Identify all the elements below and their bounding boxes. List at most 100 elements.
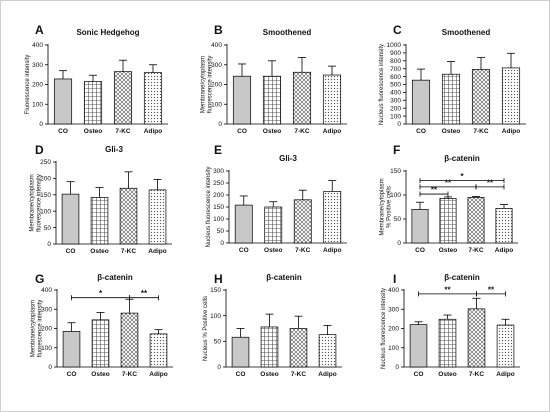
y-tick-label-a: 100 [32,101,43,108]
x-tick-label-d: Adipo [148,248,166,255]
y-tick-label-g: 200 [41,326,52,333]
bar-b-7kc [292,71,312,125]
y-axis-label-e: Nucleus fluorescence intensity [206,166,212,247]
y-tick-label-e: 0 [220,240,224,247]
y-axis-label-d: Membrane/cytoplasm [29,174,35,231]
x-tick-label-h: Osteo [260,371,278,378]
y-tick-label-g: 400 [41,287,52,294]
x-tick-label-a: 7-KC [115,128,130,135]
y-tick-label-c: 200 [390,105,401,112]
bar-a-7kc [113,71,133,125]
y-tick-label-c: 800 [390,58,401,65]
y-tick-label-b: 400 [211,42,222,49]
y-tick-label-e: 100 [213,216,224,223]
bar-i-7kc [467,308,486,368]
bar-f-co [411,209,429,244]
y-tick-label-i: 400 [388,287,399,294]
y-tick-label-b: 300 [211,62,222,69]
x-tick-label-c: 7-KC [473,128,488,135]
y-axis-label-c: Nucleus fluorescence intensity [379,44,385,125]
y-tick-label-i: 300 [388,306,399,313]
bar-i-adipo [496,324,515,368]
bar-g-co [62,331,81,368]
y-tick-label-d: 200 [40,176,51,183]
panel-title-b: Smoothened [263,28,312,37]
x-tick-label-d: Osteo [90,248,108,255]
bar-b-co [232,75,252,125]
x-tick-label-i: 7-KC [469,371,484,378]
y-tick-label-b: 200 [211,82,222,89]
bar-d-adipo [148,189,167,245]
y-tick-label-d: 100 [40,208,51,215]
panel-c: C Smoothened 01002003004005006007008009001… [379,23,526,135]
x-tick-label-h: CO [236,371,246,378]
bar-i-osteo [438,318,457,368]
x-tick-label-a: CO [58,128,68,135]
y-tick-label-c: 1000 [387,42,402,49]
bar-g-osteo [91,319,110,368]
x-tick-label-d: CO [66,248,76,255]
y-tick-label-e: 300 [213,168,224,175]
bar-d-co [61,193,80,245]
x-tick-label-b: Osteo [263,128,281,135]
panel-label-g: G [35,272,44,286]
bar-e-adipo [323,191,342,244]
significance-label-i: ** [488,285,495,294]
y-tick-label-e: 250 [213,180,224,187]
y-tick-label-i: 200 [388,326,399,333]
panel-title-h: β-catenin [266,273,302,282]
significance-label-f: ** [431,186,438,195]
y-tick-label-c: 0 [397,121,401,128]
y-tick-label-d: 0 [47,241,51,248]
significance-label-f: ** [445,178,452,187]
y-tick-label-e: 200 [213,192,224,199]
y-tick-label-a: 400 [32,42,43,49]
panel-a: A Sonic Hedgehog 0 100 200 300 400Fluorescence… [25,23,168,135]
x-tick-label-f: Osteo [439,247,457,254]
y-axis-label-b: Membrane/cytoplasm [200,56,206,113]
panel-title-e: Gli-3 [279,154,297,163]
significance-label-f: ** [487,178,494,187]
x-tick-label-b: Adipo [323,128,341,135]
panel-label-f: F [393,143,400,157]
panel-title-a: Sonic Hedgehog [76,28,139,37]
bar-c-co [411,79,431,125]
y-tick-label-h: 50 [214,339,222,346]
significance-label-i: ** [444,285,451,294]
y-tick-label-i: 0 [395,364,399,371]
y-tick-label-c: 700 [390,66,401,73]
x-tick-label-g: Osteo [91,371,109,378]
y-tick-label-c: 100 [390,113,401,120]
y-tick-label-b: 0 [218,121,222,128]
y-tick-label-f: 50 [394,216,402,223]
y-tick-label-g: 300 [41,306,52,313]
panel-title-f: β-catenin [444,154,480,163]
x-tick-label-b: CO [237,128,247,135]
x-tick-label-i: Adipo [496,371,514,378]
bar-a-osteo [83,81,103,125]
y-tick-label-f: 0 [397,240,401,247]
bar-h-co [231,336,250,368]
y-tick-label-f: 100 [390,192,401,199]
bar-a-co [53,78,73,125]
bar-e-osteo [264,206,283,244]
panel-label-b: B [214,23,223,37]
y-tick-label-c: 300 [390,98,401,105]
bar-b-adipo [322,74,342,125]
x-tick-label-g: CO [67,371,77,378]
x-tick-label-c: Adipo [502,128,520,135]
significance-label-f: * [460,172,464,181]
panel-label-c: C [393,23,402,37]
y-axis-label-g: Membrane/cytoplasm [30,300,36,357]
x-tick-label-d: 7-KC [121,248,136,255]
x-tick-label-a: Adipo [144,128,162,135]
x-tick-label-b: 7-KC [294,128,309,135]
y-tick-label-c: 400 [390,90,401,97]
bar-f-7kc [467,197,485,244]
y-tick-label-c: 500 [390,82,401,89]
y-axis-label-i: Nucleus fluorescence intensity [381,288,387,369]
bar-e-co [234,204,253,244]
panel-b: B Smoothened 0 100 200 300 400 Membrane/cytopla… [200,23,347,135]
y-axis-label-b: fluorescence intensity [207,56,213,114]
